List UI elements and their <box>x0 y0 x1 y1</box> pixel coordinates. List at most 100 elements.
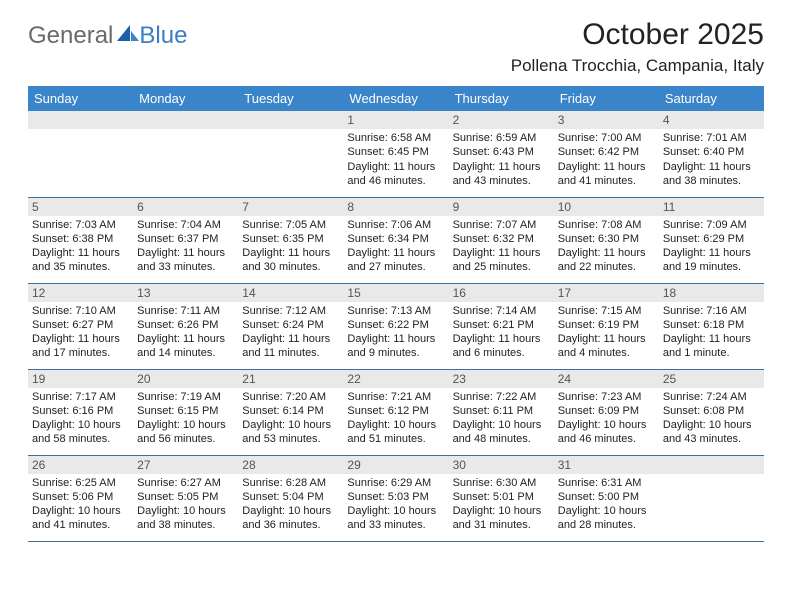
day-number: 29 <box>343 456 448 474</box>
day-detail-line: Daylight: 11 hours <box>347 246 444 260</box>
calendar-cell: 3Sunrise: 7:00 AMSunset: 6:42 PMDaylight… <box>554 111 659 197</box>
weekday-header: Tuesday <box>238 86 343 111</box>
day-detail-line: Sunset: 6:42 PM <box>558 145 655 159</box>
day-number: 14 <box>238 284 343 302</box>
day-detail: Sunrise: 7:15 AMSunset: 6:19 PMDaylight:… <box>558 304 655 361</box>
day-detail-line: and 33 minutes. <box>347 518 444 532</box>
calendar-week-row: 5Sunrise: 7:03 AMSunset: 6:38 PMDaylight… <box>28 197 764 283</box>
day-number: 22 <box>343 370 448 388</box>
day-number: 17 <box>554 284 659 302</box>
day-number: 8 <box>343 198 448 216</box>
calendar-cell: 25Sunrise: 7:24 AMSunset: 6:08 PMDayligh… <box>659 369 764 455</box>
day-detail-line: Sunset: 6:32 PM <box>453 232 550 246</box>
day-detail-line: Daylight: 11 hours <box>558 332 655 346</box>
day-detail-line: Sunrise: 6:58 AM <box>347 131 444 145</box>
day-detail: Sunrise: 7:19 AMSunset: 6:15 PMDaylight:… <box>137 390 234 447</box>
day-number: 9 <box>449 198 554 216</box>
calendar-cell: 23Sunrise: 7:22 AMSunset: 6:11 PMDayligh… <box>449 369 554 455</box>
day-detail: Sunrise: 7:16 AMSunset: 6:18 PMDaylight:… <box>663 304 760 361</box>
calendar-week-row: 12Sunrise: 7:10 AMSunset: 6:27 PMDayligh… <box>28 283 764 369</box>
calendar-cell: 22 Sunrise: 7:21 AMSunset: 6:12 PMDayligh… <box>343 369 448 455</box>
day-detail-line: Daylight: 11 hours <box>453 332 550 346</box>
calendar-cell: 6Sunrise: 7:04 AMSunset: 6:37 PMDaylight… <box>133 197 238 283</box>
day-detail-line: Sunrise: 7:22 AM <box>453 390 550 404</box>
calendar-cell: 29Sunrise: 6:29 AMSunset: 5:03 PMDayligh… <box>343 455 448 541</box>
day-detail-line: Sunset: 6:12 PM <box>347 404 444 418</box>
day-detail-line: and 38 minutes. <box>137 518 234 532</box>
day-number: 3 <box>554 111 659 129</box>
day-detail: Sunrise: 6:58 AMSunset: 6:45 PMDaylight:… <box>347 131 444 188</box>
calendar-week-row: 26Sunrise: 6:25 AMSunset: 5:06 PMDayligh… <box>28 455 764 541</box>
day-detail-line: Sunrise: 6:31 AM <box>558 476 655 490</box>
day-number: 13 <box>133 284 238 302</box>
day-detail-line: and 56 minutes. <box>137 432 234 446</box>
month-title: October 2025 <box>511 18 764 52</box>
day-detail-line: and 36 minutes. <box>242 518 339 532</box>
calendar-cell: 5Sunrise: 7:03 AMSunset: 6:38 PMDaylight… <box>28 197 133 283</box>
day-detail-line: Sunrise: 7:14 AM <box>453 304 550 318</box>
calendar-cell <box>28 111 133 197</box>
calendar-cell: 8Sunrise: 7:06 AMSunset: 6:34 PMDaylight… <box>343 197 448 283</box>
day-detail-line: Sunset: 6:38 PM <box>32 232 129 246</box>
calendar-cell: 20 Sunrise: 7:19 AMSunset: 6:15 PMDayligh… <box>133 369 238 455</box>
day-detail-line: Sunrise: 7:24 AM <box>663 390 760 404</box>
day-detail-line: Sunset: 6:43 PM <box>453 145 550 159</box>
day-detail: Sunrise: 6:31 AMSunset: 5:00 PMDaylight:… <box>558 476 655 533</box>
day-detail-line: Daylight: 10 hours <box>32 418 129 432</box>
day-detail-line: Sunset: 6:29 PM <box>663 232 760 246</box>
calendar-cell: 2Sunrise: 6:59 AMSunset: 6:43 PMDaylight… <box>449 111 554 197</box>
day-detail-line: Sunrise: 7:07 AM <box>453 218 550 232</box>
day-detail-line: Daylight: 10 hours <box>347 504 444 518</box>
day-detail-line: Sunrise: 6:30 AM <box>453 476 550 490</box>
day-detail: Sunrise: 7:21 AMSunset: 6:12 PMDaylight:… <box>347 390 444 447</box>
calendar-cell <box>133 111 238 197</box>
day-detail-line: Daylight: 10 hours <box>137 504 234 518</box>
calendar-cell: 26Sunrise: 6:25 AMSunset: 5:06 PMDayligh… <box>28 455 133 541</box>
day-detail-line: and 22 minutes. <box>558 260 655 274</box>
day-detail-line: Sunset: 5:03 PM <box>347 490 444 504</box>
day-detail-line: and 46 minutes. <box>558 432 655 446</box>
day-detail-line: Daylight: 11 hours <box>347 332 444 346</box>
day-number: 18 <box>659 284 764 302</box>
day-detail-line: Daylight: 11 hours <box>242 246 339 260</box>
calendar-cell: 18 Sunrise: 7:16 AMSunset: 6:18 PMDayligh… <box>659 283 764 369</box>
calendar-cell: 31Sunrise: 6:31 AMSunset: 5:00 PMDayligh… <box>554 455 659 541</box>
day-detail: Sunrise: 7:13 AMSunset: 6:22 PMDaylight:… <box>347 304 444 361</box>
day-detail: Sunrise: 7:01 AMSunset: 6:40 PMDaylight:… <box>663 131 760 188</box>
day-detail-line: Sunrise: 6:59 AM <box>453 131 550 145</box>
day-number: 26 <box>28 456 133 474</box>
day-detail-line: Daylight: 11 hours <box>558 160 655 174</box>
day-detail-line: Sunrise: 7:21 AM <box>347 390 444 404</box>
day-detail: Sunrise: 7:11 AMSunset: 6:26 PMDaylight:… <box>137 304 234 361</box>
day-detail-line: Sunrise: 7:23 AM <box>558 390 655 404</box>
weekday-header: Monday <box>133 86 238 111</box>
day-detail-line: and 48 minutes. <box>453 432 550 446</box>
day-detail: Sunrise: 7:22 AMSunset: 6:11 PMDaylight:… <box>453 390 550 447</box>
day-detail-line: Sunset: 6:14 PM <box>242 404 339 418</box>
day-detail-line: Sunrise: 7:17 AM <box>32 390 129 404</box>
day-detail: Sunrise: 7:04 AMSunset: 6:37 PMDaylight:… <box>137 218 234 275</box>
day-number: 20 <box>133 370 238 388</box>
day-detail-line: and 6 minutes. <box>453 346 550 360</box>
day-number-empty <box>238 111 343 129</box>
day-detail-line: and 53 minutes. <box>242 432 339 446</box>
day-detail-line: Sunset: 6:27 PM <box>32 318 129 332</box>
day-detail: Sunrise: 6:27 AMSunset: 5:05 PMDaylight:… <box>137 476 234 533</box>
day-detail-line: and 1 minute. <box>663 346 760 360</box>
day-number: 11 <box>659 198 764 216</box>
weekday-header: Wednesday <box>343 86 448 111</box>
day-number: 19 <box>28 370 133 388</box>
day-detail-line: Daylight: 11 hours <box>137 246 234 260</box>
day-detail: Sunrise: 7:09 AMSunset: 6:29 PMDaylight:… <box>663 218 760 275</box>
day-detail-line: Sunrise: 7:10 AM <box>32 304 129 318</box>
calendar-cell: 28Sunrise: 6:28 AMSunset: 5:04 PMDayligh… <box>238 455 343 541</box>
day-number: 25 <box>659 370 764 388</box>
day-detail-line: and 33 minutes. <box>137 260 234 274</box>
day-detail: Sunrise: 6:28 AMSunset: 5:04 PMDaylight:… <box>242 476 339 533</box>
day-detail-line: Sunset: 6:37 PM <box>137 232 234 246</box>
day-detail-line: Daylight: 11 hours <box>663 246 760 260</box>
day-detail-line: Daylight: 10 hours <box>242 504 339 518</box>
day-detail: Sunrise: 7:14 AMSunset: 6:21 PMDaylight:… <box>453 304 550 361</box>
weekday-header: Thursday <box>449 86 554 111</box>
day-detail-line: and 41 minutes. <box>32 518 129 532</box>
